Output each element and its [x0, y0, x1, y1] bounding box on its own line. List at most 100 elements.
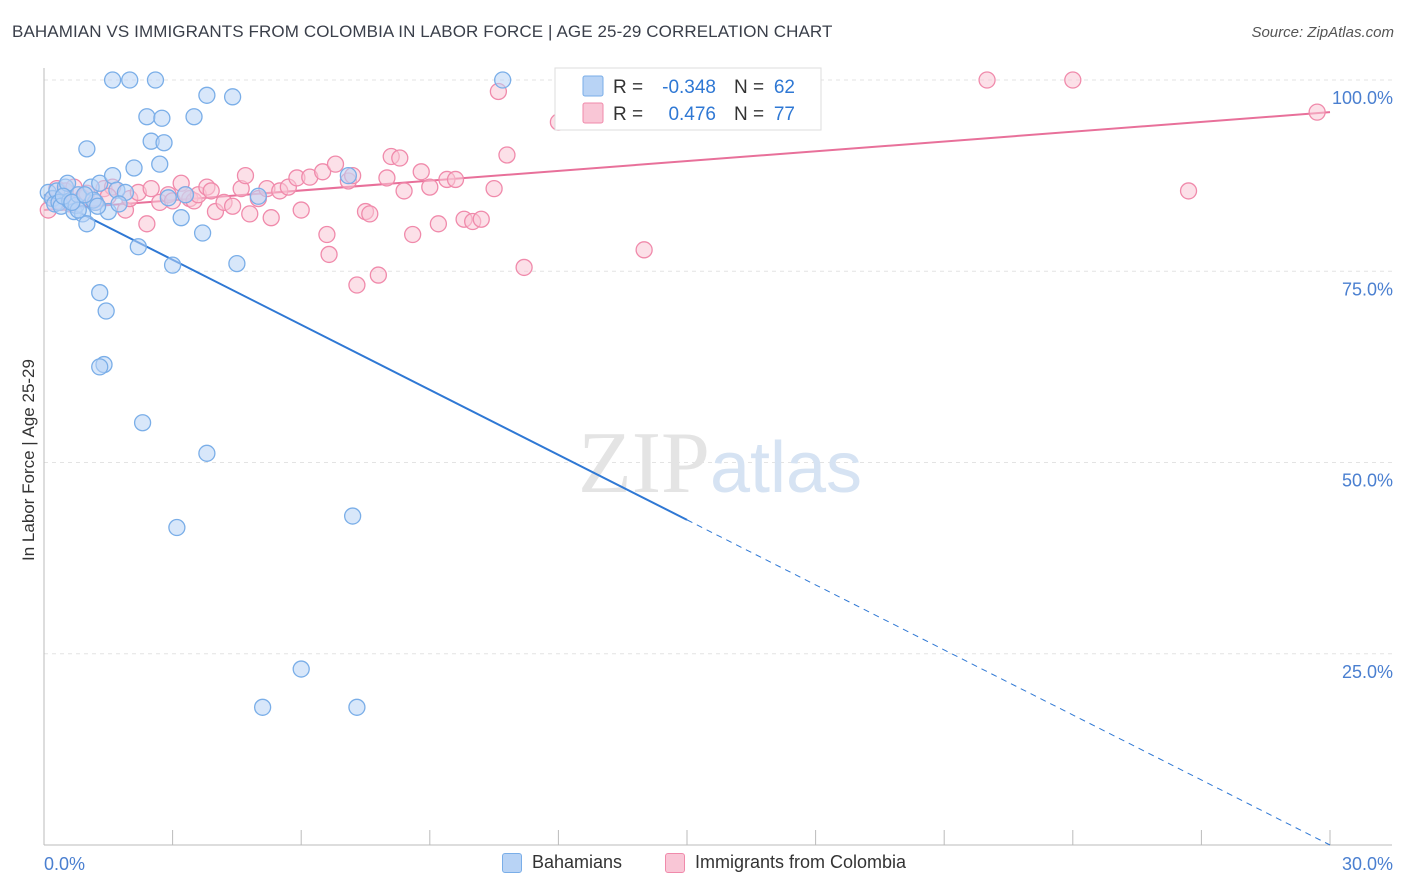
- data-point: [978, 71, 996, 89]
- data-point: [1179, 182, 1198, 200]
- data-point: [176, 186, 195, 204]
- data-point: [348, 698, 366, 716]
- data-point: [155, 134, 173, 152]
- y-tick-label: 75.0%: [1342, 279, 1393, 299]
- data-point: [421, 178, 439, 196]
- data-point: [103, 71, 122, 89]
- bottom-legend-label-bahamians: Bahamians: [532, 852, 623, 872]
- data-point: [1064, 71, 1082, 89]
- data-point: [223, 197, 242, 215]
- data-point: [163, 256, 182, 274]
- data-point: [369, 266, 388, 284]
- bottom-legend: Bahamians Immigrants from Colombia: [0, 852, 1406, 878]
- data-point: [138, 215, 156, 233]
- data-point: [91, 284, 109, 302]
- data-point: [378, 169, 396, 187]
- legend-n-label-2: N =: [734, 104, 764, 125]
- data-point: [133, 414, 152, 432]
- data-point: [78, 140, 96, 158]
- data-point: [138, 108, 156, 126]
- data-point: [185, 108, 203, 126]
- chart-title: BAHAMIAN VS IMMIGRANTS FROM COLOMBIA IN …: [12, 22, 833, 41]
- data-point: [91, 174, 109, 192]
- data-point: [97, 302, 115, 320]
- legend-r-label-1: R =: [613, 77, 643, 98]
- data-point: [129, 238, 147, 256]
- data-point: [125, 159, 143, 177]
- data-point: [76, 186, 94, 204]
- data-point: [91, 358, 109, 376]
- data-point: [121, 71, 139, 89]
- legend-n-value-2: 77: [774, 104, 795, 125]
- y-tick-label: 100.0%: [1332, 88, 1393, 108]
- bottom-legend-swatch-colombia: [665, 852, 685, 873]
- y-tick-label: 25.0%: [1342, 662, 1393, 682]
- data-point: [395, 182, 413, 200]
- legend-n-label-1: N =: [734, 77, 764, 98]
- data-point: [485, 179, 503, 198]
- y-tick-label: 50.0%: [1342, 471, 1393, 491]
- legend-swatch-colombia: [582, 102, 604, 124]
- data-point: [446, 170, 465, 189]
- data-point: [198, 444, 216, 462]
- data-point: [63, 193, 81, 212]
- data-point: [151, 155, 169, 173]
- data-point: [1308, 103, 1326, 121]
- bottom-legend-bahamians: Bahamians: [502, 852, 622, 873]
- data-point: [404, 225, 422, 244]
- data-point: [498, 146, 516, 164]
- data-point: [146, 71, 165, 89]
- data-point: [292, 201, 310, 219]
- y-tick-labels: 25.0% 50.0% 75.0% 100.0%: [1332, 88, 1393, 682]
- data-point: [110, 195, 128, 213]
- data-point: [159, 189, 177, 207]
- data-point: [103, 166, 122, 185]
- data-point: [142, 179, 160, 198]
- legend-n-value-1: 62: [774, 77, 795, 98]
- data-point: [198, 86, 216, 104]
- data-point: [313, 163, 332, 181]
- data-point: [348, 276, 366, 294]
- legend-r-value-2: 0.476: [668, 104, 716, 125]
- data-point: [318, 225, 336, 244]
- data-point: [262, 209, 280, 227]
- data-point: [361, 205, 379, 223]
- data-point: [292, 660, 310, 678]
- data-point: [168, 518, 186, 537]
- data-point: [228, 254, 246, 273]
- data-point: [635, 241, 653, 259]
- data-point: [343, 507, 362, 525]
- watermark-zip: ZIP: [578, 415, 710, 512]
- data-point: [193, 224, 212, 242]
- watermark: ZIPatlas: [578, 415, 862, 512]
- grid: [44, 79, 1392, 655]
- data-point: [253, 698, 272, 716]
- data-point: [241, 205, 259, 223]
- x-tick-label-min: 0.0%: [44, 854, 85, 874]
- data-points: [39, 71, 1326, 716]
- legend-r-label-2: R =: [613, 104, 643, 125]
- data-point: [172, 209, 190, 227]
- bottom-legend-swatch-bahamians: [502, 852, 522, 873]
- data-point: [391, 149, 409, 167]
- trend-line-extension-0: [686, 519, 1331, 846]
- data-point: [249, 187, 267, 205]
- x-ticks: [172, 830, 1331, 845]
- data-point: [320, 245, 338, 264]
- data-point: [223, 88, 242, 106]
- data-point: [515, 258, 533, 277]
- data-point: [412, 163, 430, 181]
- data-point: [236, 166, 255, 185]
- data-point: [494, 71, 512, 89]
- legend-r-value-1: -0.348: [662, 77, 716, 98]
- legend: R = -0.348 N = 62 R = 0.476 N = 77: [554, 67, 822, 131]
- data-point: [472, 210, 490, 228]
- bottom-legend-label-colombia: Immigrants from Colombia: [695, 852, 907, 872]
- data-point: [326, 155, 345, 173]
- data-point: [429, 215, 448, 233]
- data-point: [339, 166, 358, 185]
- data-point: [88, 197, 107, 215]
- y-axis-label: In Labor Force | Age 25-29: [19, 359, 38, 561]
- source-label: Source: ZipAtlas.com: [1251, 24, 1394, 41]
